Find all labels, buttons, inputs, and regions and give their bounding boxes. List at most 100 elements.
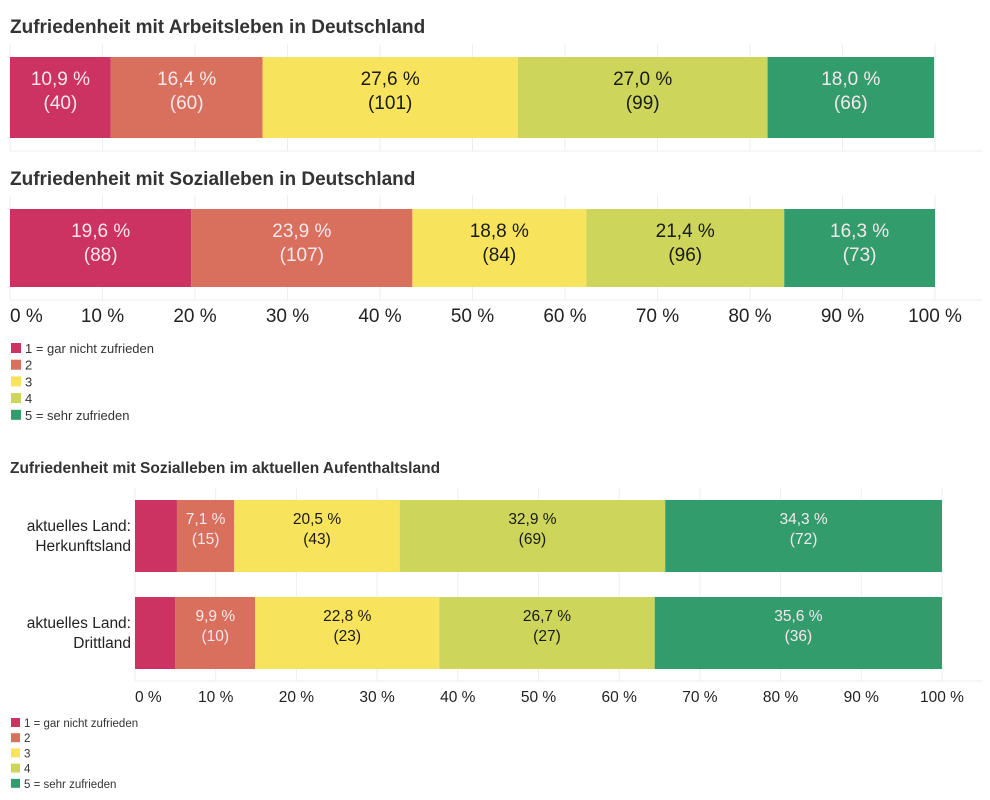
segment-count-label: (88) [84,245,118,266]
legend-swatch-2 [11,733,20,743]
bar-row: 7,1 % (15) 20,5 % (43) 32,9 % (69) 34,3 % (72) a… [27,500,942,572]
bar-segment-3 [262,57,518,138]
bar-row: 9,9 % (10) 22,8 % (23) 26,7 % (27) 35,6 % (36) a… [27,597,942,669]
segment-percent-label: 21,4 % [656,221,715,242]
segment-percent-label: 27,6 % [361,69,420,90]
x-tick-label: 90 % [821,306,864,327]
bar-segment-5 [665,500,942,572]
legend-label: 5 = sehr zufrieden [24,779,116,791]
legend-swatch-4 [11,763,20,773]
x-tick-label: 100 % [908,306,962,327]
x-tick-label: 100 % [920,689,964,706]
legend-label: 3 [25,374,32,389]
segment-percent-label: 23,9 % [272,221,331,242]
legend: 1 = gar nicht zufrieden 2 3 4 5 = sehr zufri… [11,718,138,791]
segment-percent-label: 19,6 % [71,221,130,242]
category-label: Herkunftsland [35,538,131,555]
x-tick-label: 60 % [602,689,638,706]
segment-count-label: (96) [668,245,702,266]
segment-count-label: (23) [333,628,361,645]
segment-count-label: (69) [519,531,547,548]
segment-count-label: (66) [834,93,868,114]
legend-swatch-5 [11,409,21,420]
segment-percent-label: 18,0 % [821,69,880,90]
x-tick-label: 80 % [728,306,771,327]
bar-segment-5 [784,209,935,287]
x-tick-label: 90 % [844,689,880,706]
x-axis-ticks: 0 % 10 % 20 % 30 % 40 % 50 % 60 % 70 % 80 % 90 % 1… [10,306,962,327]
x-tick-label: 20 % [279,689,315,706]
x-tick-label: 70 % [682,689,718,706]
bar-segment-1 [135,500,177,572]
legend-swatch-5 [11,778,20,788]
segment-percent-label: 16,4 % [157,69,216,90]
segment-count-label: (101) [368,93,412,114]
legend-label: 2 [24,733,30,745]
segment-count-label: (10) [202,628,230,645]
bar-segment-1 [135,597,176,669]
bar-segment-4 [586,209,785,287]
bar-row: 10,9 % (40) 16,4 % (60) 27,6 % (101) 27,0 % (99… [10,57,935,138]
legend-swatch-1 [11,718,20,727]
bar-segment-2 [110,57,263,138]
segment-count-label: (27) [533,628,561,645]
bar-segment-1 [10,209,192,287]
segment-count-label: (60) [170,93,204,114]
x-tick-label: 50 % [521,689,557,706]
segment-percent-label: 16,3 % [830,221,889,242]
segment-count-label: (107) [280,245,324,266]
segment-percent-label: 22,8 % [323,608,371,625]
segment-percent-label: 27,0 % [613,69,672,90]
legend-label: 4 [24,764,31,776]
segment-percent-label: 18,8 % [470,221,529,242]
chart-title: Zufriedenheit mit Sozialleben in Deutsch… [10,169,415,190]
x-tick-label: 30 % [359,689,395,706]
x-tick-label: 40 % [440,689,476,706]
bar-segment-4 [439,597,655,669]
segment-percent-label: 7,1 % [186,511,226,528]
legend-label: 1 = gar nicht zufrieden [25,341,154,356]
x-axis-ticks: 0 % 10 % 20 % 30 % 40 % 50 % 60 % 70 % 80 % 90 % 1… [135,689,964,706]
x-tick-label: 80 % [763,689,799,706]
bar-segment-4 [399,500,666,572]
segment-percent-label: 35,6 % [774,608,822,625]
segment-percent-label: 10,9 % [31,69,90,90]
x-tick-label: 30 % [266,306,309,327]
segment-count-label: (84) [482,245,516,266]
segment-percent-label: 34,3 % [779,511,827,528]
bar-segment-1 [10,57,111,138]
bar-segment-2 [175,597,256,669]
segment-count-label: (36) [785,628,813,645]
x-tick-label: 10 % [198,689,234,706]
chart-2: Zufriedenheit mit Sozialleben in Deutsch… [9,169,982,423]
x-tick-label: 0 % [10,306,43,327]
legend-label: 4 [25,391,32,406]
x-tick-label: 20 % [173,306,216,327]
segment-percent-label: 32,9 % [508,511,556,528]
bar-segment-4 [517,57,768,138]
legend-label: 1 = gar nicht zufrieden [24,718,138,730]
legend-label: 2 [25,358,32,373]
x-tick-label: 70 % [636,306,679,327]
legend-swatch-3 [11,748,20,758]
bar-segment-5 [654,597,942,669]
bar-segment-3 [255,597,440,669]
legend-swatch-3 [11,376,21,387]
chart-1: Zufriedenheit mit Arbeitsleben in Deutsc… [9,17,982,152]
segment-count-label: (72) [790,531,818,548]
segment-count-label: (40) [44,93,78,114]
legend-swatch-4 [11,393,21,404]
legend-label: 5 = sehr zufrieden [25,408,129,423]
bar-segment-3 [234,500,400,572]
segment-percent-label: 9,9 % [195,608,235,625]
chart-title: Zufriedenheit mit Sozialleben im aktuell… [10,460,440,477]
category-label: aktuelles Land: [27,518,131,535]
bar-segment-3 [412,209,587,287]
x-tick-label: 10 % [81,306,124,327]
legend-swatch-1 [11,343,21,353]
segment-count-label: (73) [843,245,877,266]
bar-segment-5 [767,57,935,138]
bar-segment-2 [191,209,413,287]
chart-3: Zufriedenheit mit Sozialleben im aktuell… [10,460,982,791]
category-label: Drittland [73,635,131,652]
